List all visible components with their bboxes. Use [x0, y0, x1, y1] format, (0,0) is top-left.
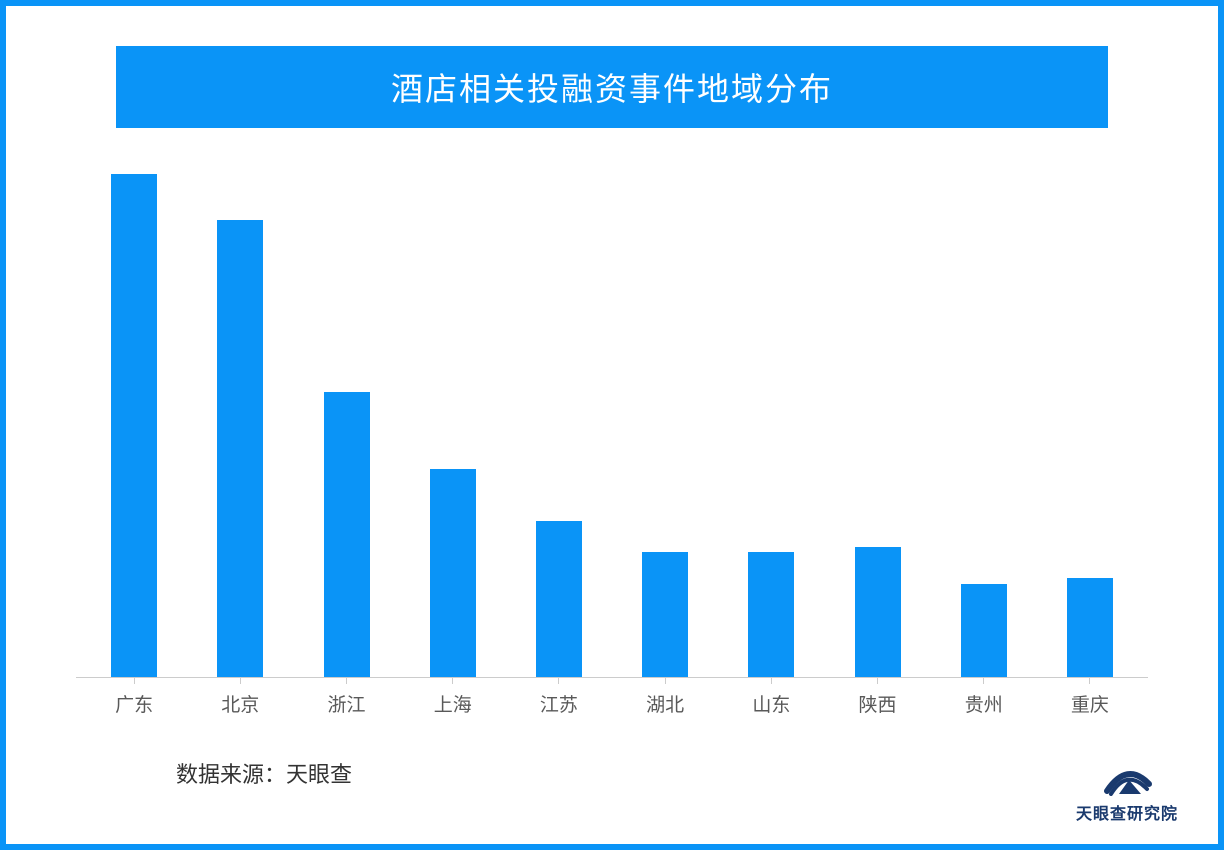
x-axis-label: 上海	[400, 690, 506, 717]
axis-tick	[983, 677, 984, 684]
x-axis-labels: 广东北京浙江上海江苏湖北山东陕西贵州重庆	[76, 678, 1148, 717]
logo-text: 天眼查研究院	[1076, 800, 1178, 824]
axis-tick	[346, 677, 347, 684]
bar-group	[81, 158, 187, 677]
x-axis-label: 广东	[81, 690, 187, 717]
x-axis-label: 北京	[187, 690, 293, 717]
bar-group	[400, 158, 506, 677]
x-axis-label: 陕西	[824, 690, 930, 717]
bar-group	[1037, 158, 1143, 677]
bar	[961, 584, 1007, 677]
chart-frame: 酒店相关投融资事件地域分布 广东北京浙江上海江苏湖北山东陕西贵州重庆 数据来源：…	[0, 0, 1224, 850]
bar	[536, 521, 582, 677]
axis-tick	[665, 677, 666, 684]
x-axis-label: 贵州	[931, 690, 1037, 717]
axis-tick	[1089, 677, 1090, 684]
axis-tick	[240, 677, 241, 684]
bar-group	[187, 158, 293, 677]
x-axis-label: 重庆	[1037, 690, 1143, 717]
axis-tick	[558, 677, 559, 684]
bar	[324, 392, 370, 677]
bar	[748, 552, 794, 677]
axis-tick	[877, 677, 878, 684]
bars-container	[76, 158, 1148, 677]
data-source-label: 数据来源：天眼查	[176, 757, 352, 789]
bar-group	[293, 158, 399, 677]
bar	[430, 469, 476, 677]
x-axis-label: 山东	[718, 690, 824, 717]
axis-tick	[771, 677, 772, 684]
bar-group	[612, 158, 718, 677]
axis-tick	[134, 677, 135, 684]
x-axis-label: 江苏	[506, 690, 612, 717]
bar	[217, 220, 263, 677]
logo-icon	[1097, 756, 1157, 796]
bar-group	[718, 158, 824, 677]
bar-group	[931, 158, 1037, 677]
axis-tick	[452, 677, 453, 684]
x-axis-label: 浙江	[293, 690, 399, 717]
bar-group	[824, 158, 930, 677]
bar	[855, 547, 901, 677]
x-axis-label: 湖北	[612, 690, 718, 717]
chart-plot-area	[76, 158, 1148, 678]
logo: 天眼查研究院	[1076, 756, 1178, 824]
bar	[1067, 578, 1113, 677]
bar	[111, 174, 157, 677]
bar-group	[506, 158, 612, 677]
bar	[642, 552, 688, 677]
chart-title: 酒店相关投融资事件地域分布	[116, 46, 1108, 128]
